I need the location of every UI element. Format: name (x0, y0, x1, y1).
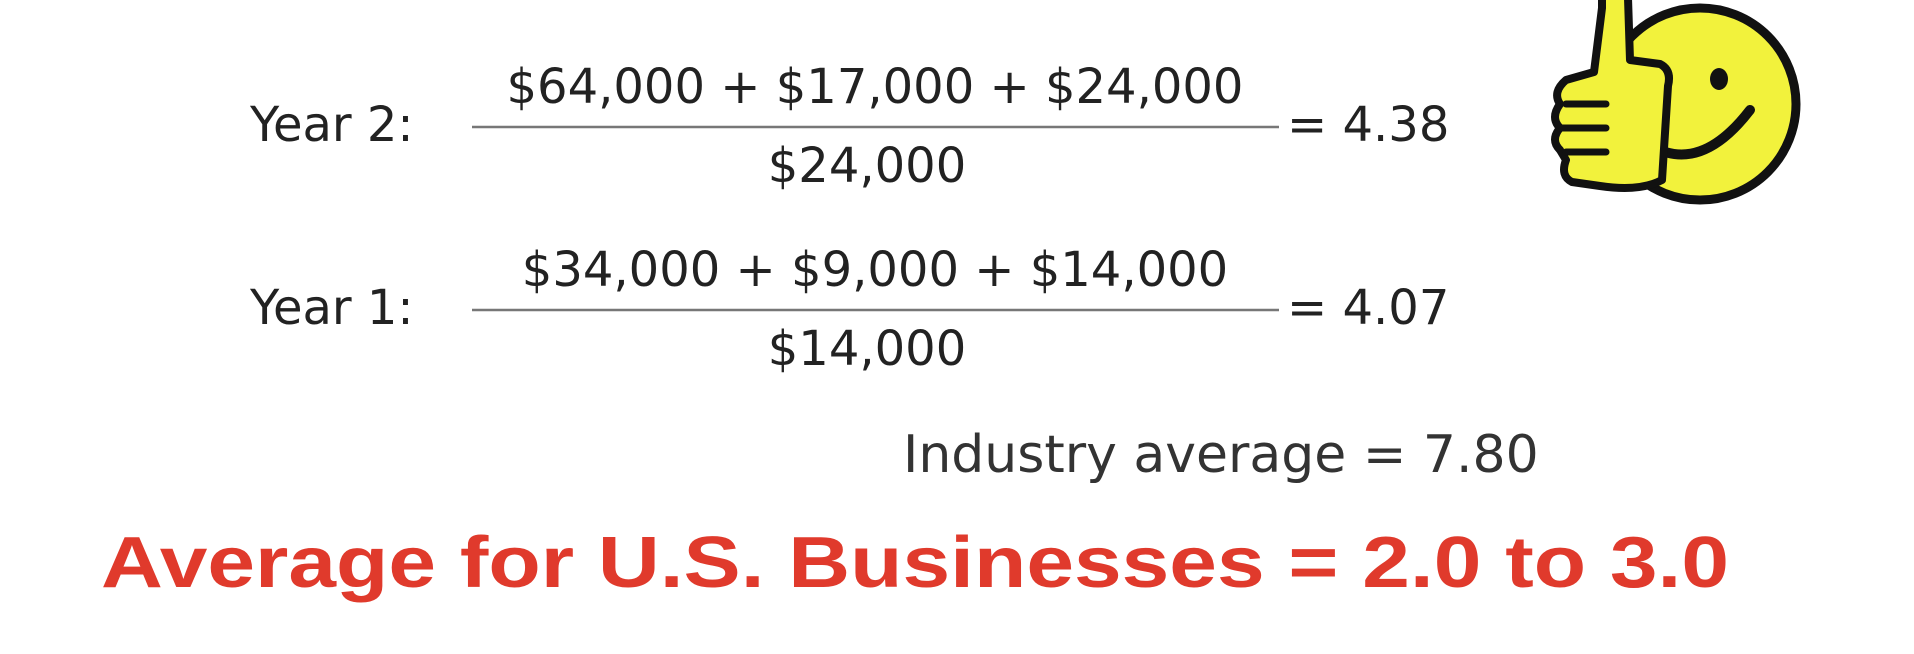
denominator: $24,000 (768, 138, 967, 194)
denominator: $14,000 (768, 321, 967, 377)
thumbs-up-smiley (1551, 0, 1801, 205)
row-label: Year 1: (249, 280, 414, 336)
numerator: $64,000 + $17,000 + $24,000 (507, 59, 1244, 115)
formula-rows: Year 2: $64,000 + $17,000 + $24,000 $24,00… (249, 59, 1449, 377)
result: = 4.38 (1287, 97, 1449, 153)
numerator: $34,000 + $9,000 + $14,000 (522, 242, 1228, 298)
us-average: Average for U.S. Businesses = 2.0 to 3.0 (101, 523, 1729, 603)
industry-average: Industry average = 7.80 (903, 425, 1539, 485)
row-label: Year 2: (249, 97, 414, 153)
result: = 4.07 (1287, 280, 1449, 336)
